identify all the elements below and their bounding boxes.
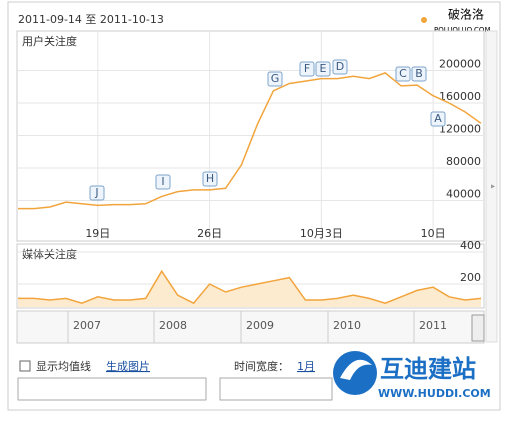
y-tick-label: 200: [460, 271, 481, 284]
logo-swirl: [340, 359, 372, 380]
event-marker: [89, 185, 105, 201]
input-box[interactable]: [17, 377, 207, 401]
event-marker: [332, 59, 348, 75]
event-label: F: [304, 62, 310, 75]
line: [18, 72, 482, 210]
y-tick-label: 80000: [446, 155, 481, 168]
chart-title: 用户关注度: [22, 34, 77, 48]
event-label: J: [94, 186, 98, 199]
event-marker: [395, 66, 411, 82]
event-label: E: [320, 62, 327, 75]
input-box[interactable]: [219, 377, 333, 401]
timeline-label: 2010: [333, 319, 361, 332]
event-label: I: [161, 175, 164, 188]
legend-dot: [421, 17, 427, 23]
width-label: 时间宽度：: [234, 359, 289, 373]
checkbox[interactable]: [19, 360, 31, 372]
x-tick-label: 26日: [197, 227, 222, 240]
event-marker: [202, 171, 218, 187]
event-label: D: [336, 60, 344, 73]
event-marker: [411, 66, 427, 82]
event-label: A: [434, 112, 442, 125]
event-label: C: [399, 67, 407, 80]
event-marker: [155, 174, 171, 190]
y-tick-label: 120000: [439, 123, 481, 136]
watermark-url: POLUOLUO.COM: [434, 26, 490, 34]
watermark-name: 破洛洛: [448, 7, 484, 22]
chart-title: 媒体关注度: [22, 247, 77, 261]
event-marker: [299, 61, 315, 77]
event-marker: [430, 111, 446, 127]
scroll-side: [485, 30, 498, 343]
make-image-link[interactable]: 生成图片: [106, 359, 150, 373]
timeline-label: 2009: [246, 319, 274, 332]
event-label: G: [271, 72, 280, 85]
timeline-handle[interactable]: [471, 314, 485, 342]
timeline-label: 2011: [419, 319, 447, 332]
logo-mark: [333, 351, 377, 395]
width-value[interactable]: 1月: [297, 360, 315, 373]
timeline[interactable]: [16, 310, 485, 344]
arrow: ▸: [491, 182, 495, 191]
y-tick-label: 400: [460, 239, 481, 252]
x-tick-label: 19日: [85, 227, 110, 240]
y-tick-label: 40000: [446, 188, 481, 201]
x-tick-label: 10月3日: [300, 227, 343, 240]
watermark-url: WWW.HUDDI.COM: [378, 387, 491, 400]
line: [18, 269, 482, 305]
event-marker: [315, 61, 331, 77]
y-tick-label: 200000: [439, 58, 481, 71]
timeline-label: 2008: [159, 319, 187, 332]
mean-line-label: 显示均值线: [36, 359, 91, 373]
event-label: H: [206, 172, 214, 185]
timeline-label: 2007: [73, 319, 101, 332]
y-tick-label: 160000: [439, 90, 481, 103]
date-range: 2011-09-14 至 2011-10-13: [18, 13, 164, 26]
event-marker: [267, 71, 283, 87]
x-tick-label: 10日: [421, 227, 446, 240]
event-label: B: [415, 67, 423, 80]
watermark-name: 互迪建站: [380, 355, 476, 383]
